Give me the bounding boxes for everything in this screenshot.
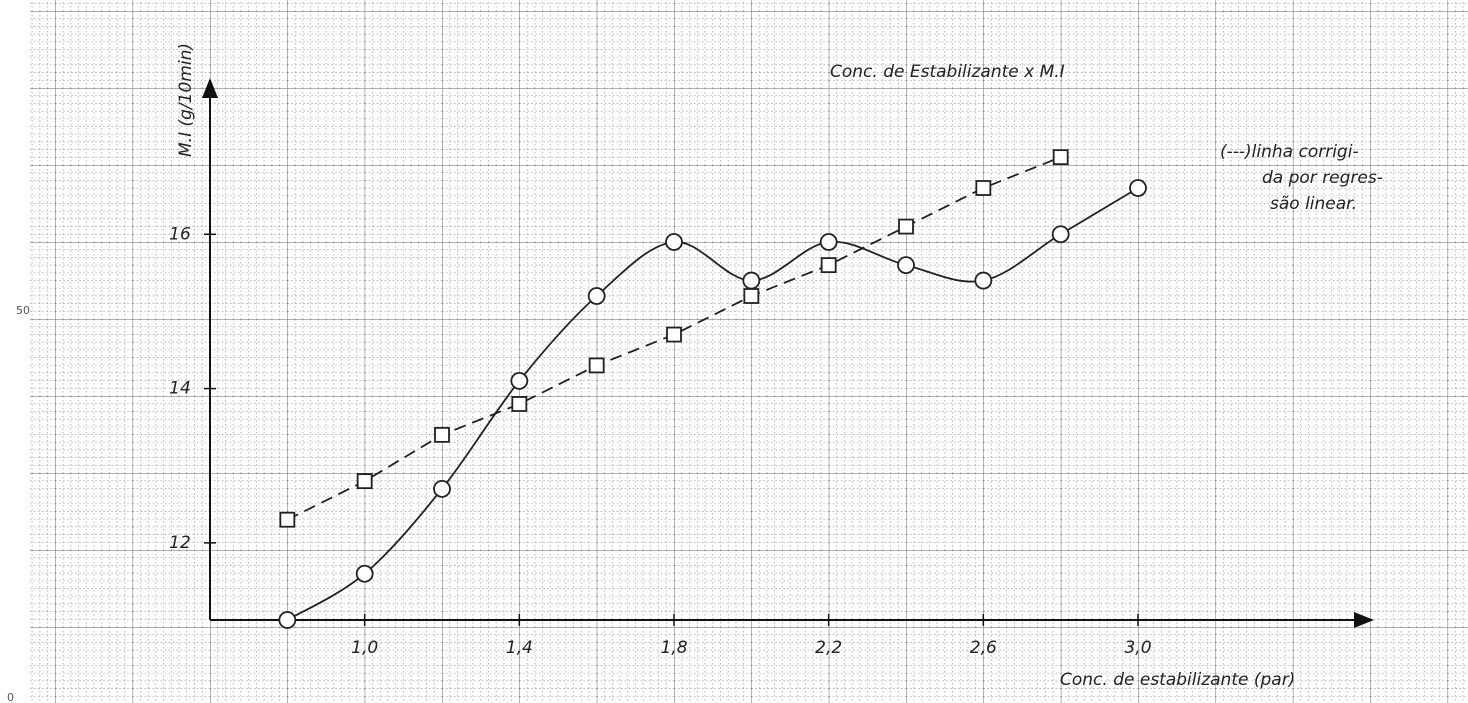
point bbox=[355, 564, 374, 583]
point bbox=[665, 233, 683, 251]
point bbox=[820, 257, 837, 274]
x-tick-label: 1,0 bbox=[351, 638, 378, 658]
graph-paper bbox=[30, 0, 1468, 703]
point bbox=[588, 357, 605, 374]
point bbox=[279, 511, 296, 528]
x-tick-label: 3,0 bbox=[1124, 638, 1151, 658]
point bbox=[743, 288, 760, 304]
point bbox=[434, 426, 450, 443]
point bbox=[666, 326, 682, 343]
annotation: são linear. bbox=[1270, 194, 1357, 214]
y-tick-label: 14 bbox=[169, 379, 191, 399]
point bbox=[278, 611, 297, 629]
point bbox=[511, 396, 528, 412]
annotation: (---)linha corrigi- bbox=[1220, 142, 1359, 162]
margin-mark: 0 bbox=[7, 691, 14, 703]
point bbox=[1051, 225, 1070, 244]
point bbox=[898, 218, 914, 235]
point bbox=[587, 287, 606, 305]
x-tick-label: 1,8 bbox=[660, 638, 687, 658]
margin-mark: 50 bbox=[16, 304, 30, 317]
point bbox=[433, 479, 451, 498]
point bbox=[356, 473, 373, 490]
x-tick-label: 1,4 bbox=[506, 638, 533, 658]
point bbox=[975, 180, 992, 196]
point bbox=[897, 256, 915, 275]
point bbox=[1052, 149, 1069, 166]
point bbox=[742, 271, 761, 290]
x-tick-label: 2,6 bbox=[970, 638, 997, 658]
y-tick-label: 16 bbox=[169, 224, 191, 244]
point bbox=[510, 371, 529, 390]
annotation: da por regres- bbox=[1262, 168, 1383, 188]
point bbox=[974, 271, 993, 290]
y-axis-label: M.I (g/10min) bbox=[176, 43, 196, 157]
y-tick-label: 12 bbox=[169, 533, 191, 553]
x-axis-label: Conc. de estabilizante (par) bbox=[1060, 670, 1295, 690]
x-tick-label: 2,2 bbox=[815, 638, 842, 658]
point bbox=[1129, 179, 1147, 197]
point bbox=[819, 233, 838, 251]
chart-title: Conc. de Estabilizante x M.I bbox=[830, 62, 1065, 82]
